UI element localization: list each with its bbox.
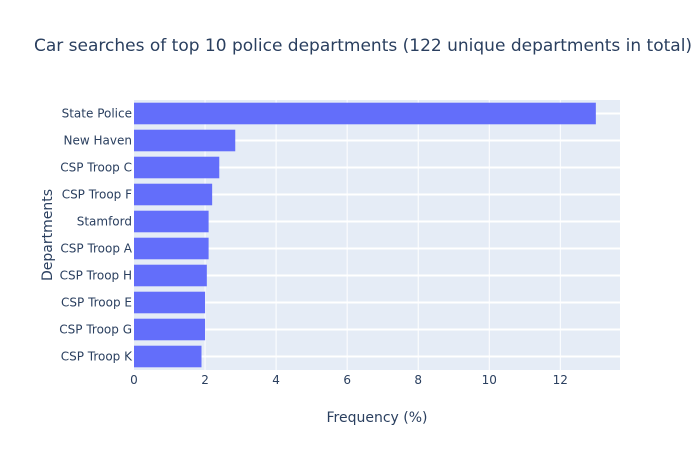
x-tick-label: 8 bbox=[414, 373, 422, 387]
chart-title: Car searches of top 10 police department… bbox=[34, 36, 692, 56]
bar bbox=[134, 237, 209, 260]
y-tick-label: Stamford bbox=[77, 215, 132, 229]
bar bbox=[134, 210, 209, 233]
bar bbox=[134, 129, 236, 152]
y-tick-labels: State Police New Haven CSP Troop C CSP Troo… bbox=[59, 107, 133, 364]
x-tick-label: 10 bbox=[482, 373, 497, 387]
x-tick-label: 0 bbox=[130, 373, 138, 387]
y-tick-label: CSP Troop H bbox=[60, 269, 132, 283]
y-tick-label: State Police bbox=[62, 107, 132, 121]
y-tick-label: CSP Troop C bbox=[60, 161, 132, 175]
bar bbox=[134, 183, 213, 206]
bars bbox=[134, 102, 596, 368]
bar bbox=[134, 102, 596, 125]
y-tick-label: CSP Troop A bbox=[60, 242, 132, 256]
y-tick-label: CSP Troop G bbox=[59, 323, 132, 337]
x-tick-label: 4 bbox=[272, 373, 280, 387]
x-tick-label: 2 bbox=[201, 373, 209, 387]
x-axis-title: Frequency (%) bbox=[326, 410, 427, 426]
x-tick-label: 6 bbox=[343, 373, 351, 387]
bar bbox=[134, 291, 206, 314]
y-tick-label: CSP Troop E bbox=[61, 296, 132, 310]
y-tick-label: CSP Troop K bbox=[61, 350, 133, 364]
x-tick-labels: 0 2 4 6 8 10 12 bbox=[130, 373, 568, 387]
bar bbox=[134, 345, 202, 368]
y-axis-title: Departments bbox=[40, 189, 56, 281]
y-tick-label: New Haven bbox=[64, 134, 132, 148]
y-tick-label: CSP Troop F bbox=[62, 188, 132, 202]
bar bbox=[134, 318, 206, 341]
x-tick-label: 12 bbox=[553, 373, 568, 387]
bar bbox=[134, 264, 207, 287]
bar bbox=[134, 156, 220, 179]
